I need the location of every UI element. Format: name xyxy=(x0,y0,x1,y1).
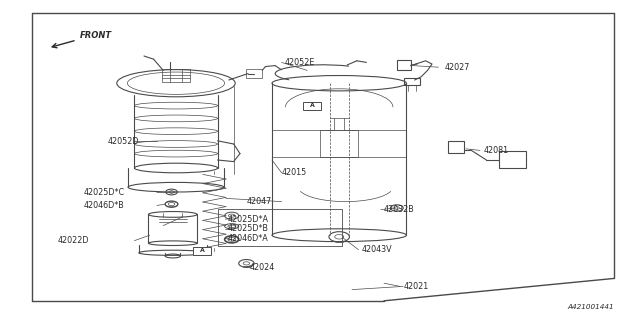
Bar xyxy=(218,209,342,246)
Bar xyxy=(448,141,464,153)
Text: 42021: 42021 xyxy=(403,282,428,291)
Bar xyxy=(397,60,411,70)
Bar xyxy=(404,78,420,85)
Bar xyxy=(162,69,190,82)
Bar xyxy=(320,130,358,157)
Text: 42032B: 42032B xyxy=(384,205,415,214)
Text: 42025D*A: 42025D*A xyxy=(227,215,268,224)
Text: 42052E: 42052E xyxy=(285,58,315,67)
Bar xyxy=(193,247,211,255)
Text: 42022D: 42022D xyxy=(58,236,89,245)
Text: 42047: 42047 xyxy=(246,197,271,206)
Bar xyxy=(499,151,526,168)
Text: 42046D*A: 42046D*A xyxy=(227,234,268,243)
Text: A: A xyxy=(310,103,315,108)
Text: 42015: 42015 xyxy=(282,168,307,177)
Text: 42024: 42024 xyxy=(250,263,275,272)
Text: 42081: 42081 xyxy=(483,146,508,155)
Text: 42043V: 42043V xyxy=(362,245,392,254)
Text: 42027: 42027 xyxy=(445,63,470,72)
Text: 42025D*C: 42025D*C xyxy=(83,188,124,197)
Text: 42046D*B: 42046D*B xyxy=(83,201,124,210)
Text: A421001441: A421001441 xyxy=(568,304,614,310)
Bar xyxy=(246,69,262,78)
Text: 42025D*B: 42025D*B xyxy=(227,224,268,233)
Text: 42052D: 42052D xyxy=(108,137,139,146)
Text: A: A xyxy=(200,248,205,253)
Text: FRONT: FRONT xyxy=(80,31,112,40)
Bar xyxy=(303,102,321,110)
